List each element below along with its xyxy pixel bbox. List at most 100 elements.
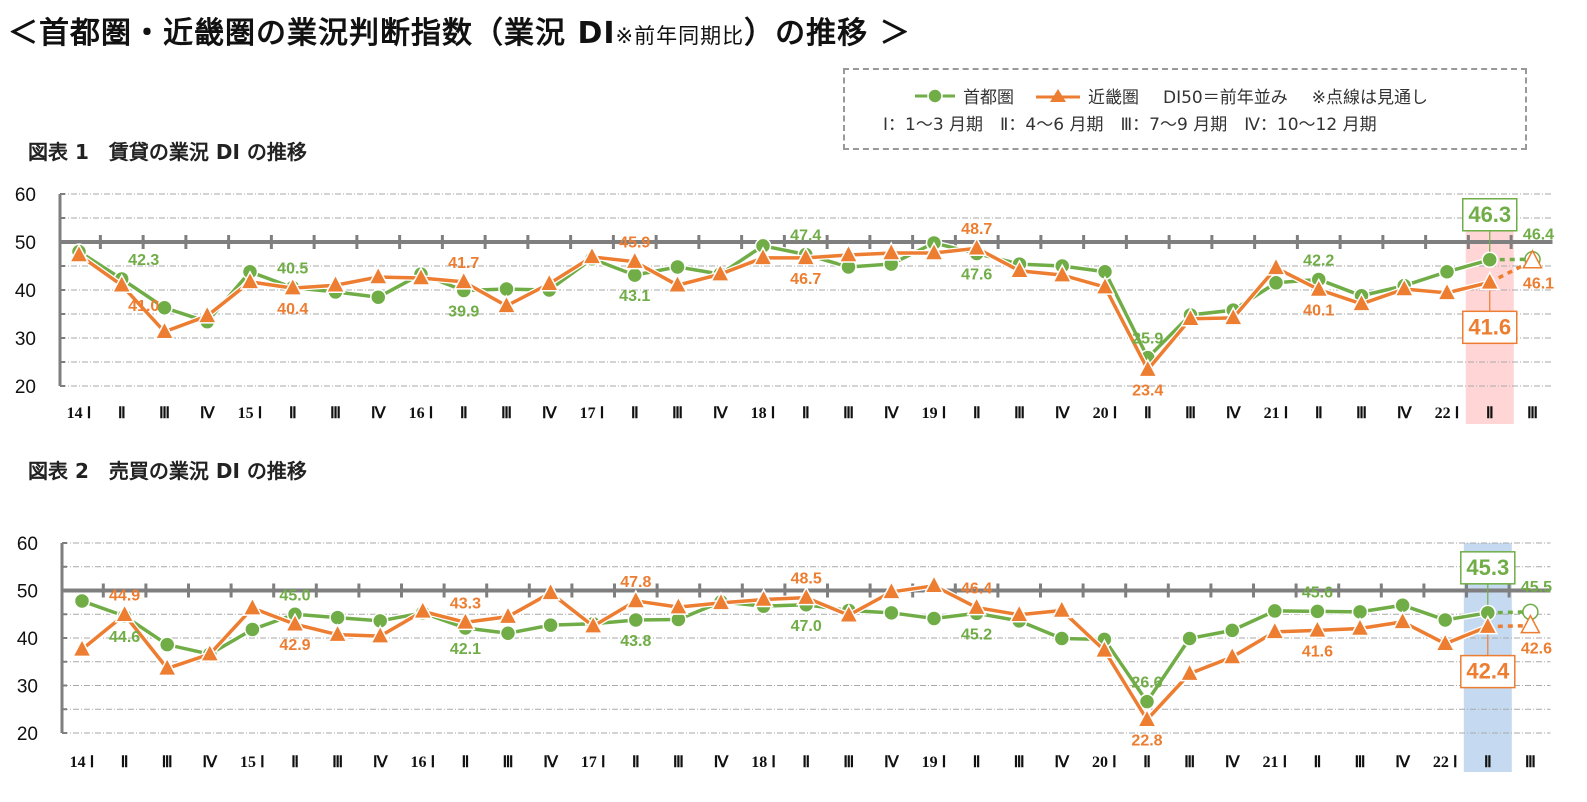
data-point (71, 637, 93, 658)
data-point (154, 320, 175, 340)
y-tick-label: 20 (15, 377, 36, 398)
data-point (667, 273, 688, 293)
x-tick-label: Ⅳ (884, 405, 900, 422)
data-label: 48.5 (791, 571, 822, 588)
data-point (1221, 645, 1243, 665)
data-label: 41.0 (128, 298, 159, 315)
data-point (669, 258, 686, 276)
x-tick-label: Ⅳ (1225, 754, 1241, 771)
x-tick-label: Ⅱ (1315, 405, 1323, 422)
x-tick-label: Ⅱ (121, 754, 129, 771)
data-label: 41.7 (448, 255, 479, 272)
data-point (499, 625, 517, 642)
data-point (1179, 662, 1200, 682)
data-point (1308, 277, 1329, 298)
data-label: 42.6 (1521, 641, 1552, 658)
data-label: 45.0 (279, 587, 310, 604)
data-point (497, 605, 519, 625)
x-tick-label: Ⅳ (714, 754, 730, 771)
data-label: 43.1 (619, 288, 650, 305)
data-label: 26.6 (1131, 675, 1162, 692)
y-tick-label: 40 (15, 281, 36, 302)
data-point (1137, 358, 1158, 378)
data-label: 42.2 (1303, 252, 1334, 269)
data-label: 45.9 (619, 235, 650, 252)
y-tick-label: 40 (17, 629, 38, 650)
data-label: 41.6 (1302, 643, 1333, 660)
x-tick-label: 21 Ⅰ (1264, 405, 1289, 422)
data-point (327, 623, 348, 643)
x-tick-label: Ⅲ (502, 754, 513, 771)
x-tick-label: Ⅳ (543, 754, 559, 771)
x-tick-label: Ⅲ (1525, 754, 1536, 771)
data-point (1053, 630, 1071, 647)
data-point (1481, 251, 1498, 269)
x-tick-label: Ⅱ (460, 405, 468, 422)
x-tick-label: 16 Ⅰ (410, 754, 435, 771)
series-line (81, 599, 1489, 705)
x-tick-label: Ⅱ (291, 754, 299, 771)
x-tick-label: Ⅲ (1014, 754, 1025, 771)
x-tick-label: 17 Ⅰ (581, 754, 606, 771)
x-tick-label: 14 Ⅰ (70, 754, 95, 771)
data-label: 42.9 (279, 637, 310, 654)
data-label: 45.3 (1466, 555, 1509, 580)
data-label: 40.5 (277, 261, 308, 278)
title-end: ）の推移 ＞ (744, 16, 911, 51)
data-point (668, 595, 689, 615)
data-label: 46.4 (1523, 226, 1554, 243)
data-point (925, 610, 943, 627)
data-point (111, 273, 132, 293)
x-tick-label: Ⅱ (632, 754, 640, 771)
data-point (369, 624, 391, 644)
x-tick-label: Ⅱ (118, 405, 126, 422)
data-point (410, 266, 432, 286)
x-tick-label: 17 Ⅰ (580, 405, 605, 422)
data-point (284, 612, 306, 632)
data-label: 47.0 (791, 618, 822, 635)
data-point (73, 592, 91, 610)
x-tick-label: 19 Ⅰ (922, 405, 947, 422)
legend-triangle-marker-icon (1036, 88, 1080, 102)
data-point (1181, 630, 1198, 647)
data-point (455, 610, 476, 631)
data-label: 43.8 (620, 633, 651, 650)
data-point (325, 273, 346, 293)
x-tick-label: Ⅳ (884, 754, 900, 771)
x-tick-label: Ⅱ (1486, 405, 1494, 422)
x-tick-label: Ⅳ (1055, 405, 1071, 422)
data-point (881, 580, 902, 600)
x-tick-label: Ⅲ (501, 405, 512, 422)
data-point (496, 294, 517, 314)
data-point (1223, 306, 1244, 326)
data-label: 25.9 (1132, 331, 1163, 348)
data-point (627, 611, 645, 629)
x-tick-label: Ⅳ (373, 754, 389, 771)
x-tick-label: Ⅲ (159, 405, 170, 422)
data-label: 48.7 (961, 221, 992, 238)
data-point (1009, 259, 1030, 279)
series-kinki (68, 236, 1543, 378)
data-label: 46.3 (1468, 202, 1511, 227)
page-title: ＜首都圏・近畿圏の業況判断指数（業況 DI※前年同期比）の推移 ＞ (8, 8, 911, 52)
data-label: 42.3 (128, 252, 159, 269)
x-tick-label: Ⅲ (330, 405, 341, 422)
x-tick-label: 16 Ⅰ (409, 405, 434, 422)
y-tick-label: 30 (15, 329, 36, 350)
x-tick-label: 22 Ⅰ (1433, 754, 1458, 771)
x-tick-label: Ⅳ (542, 405, 558, 422)
data-point (1479, 270, 1500, 291)
data-point (1180, 307, 1201, 327)
data-label: 42.1 (450, 641, 481, 658)
chart-2: 20 30 40 50 60 14 Ⅰ Ⅱ Ⅲ Ⅳ 15 Ⅰ Ⅱ Ⅲ Ⅳ 16 Ⅰ Ⅱ Ⅲ Ⅳ 17 Ⅰ Ⅱ Ⅲ Ⅳ 18… (17, 534, 1552, 772)
data-label: 45.6 (1302, 584, 1333, 601)
data-point (239, 270, 261, 290)
data-point (1051, 598, 1073, 619)
data-label: 46.1 (1523, 276, 1554, 293)
x-tick-label: Ⅱ (461, 754, 469, 771)
legend-series2: 近畿圏 (1088, 88, 1139, 108)
data-point (752, 246, 774, 266)
x-tick-label: Ⅱ (1144, 405, 1152, 422)
data-point (114, 603, 135, 623)
legend-di50-note: DI50＝前年並み (1163, 88, 1288, 108)
